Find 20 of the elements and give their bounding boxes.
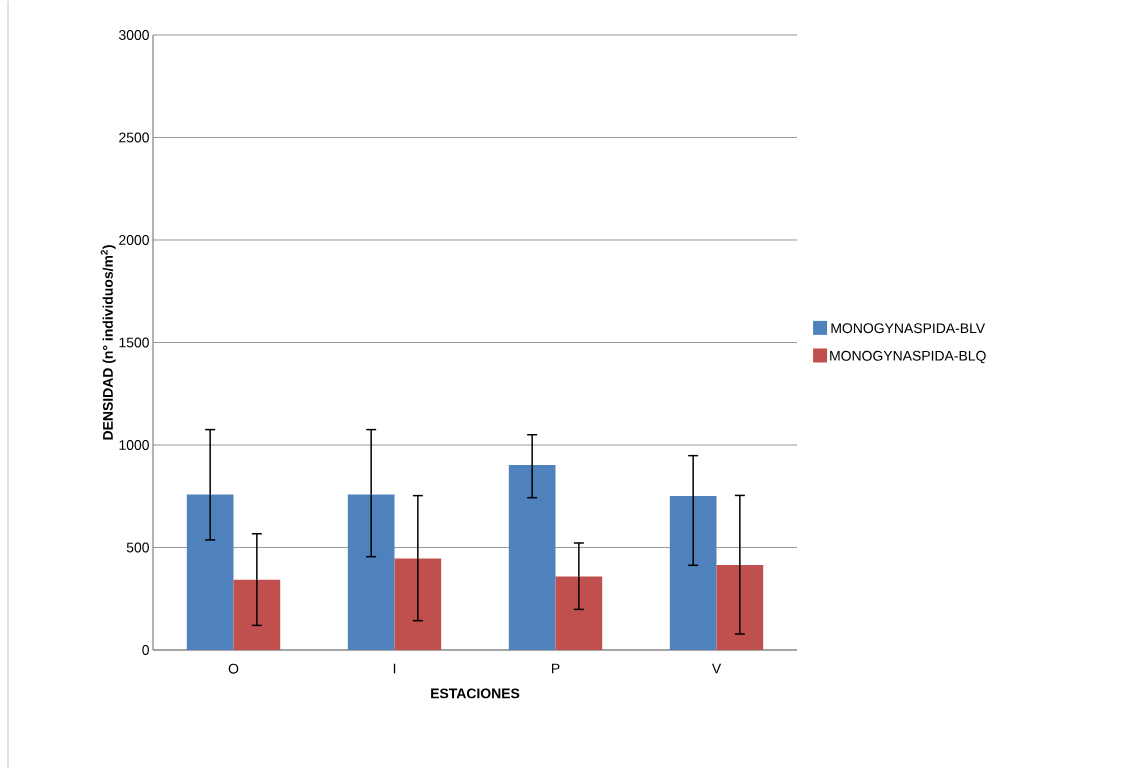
y-tick-label: 0 [142,645,149,655]
y-tick-label: 1000 [119,440,149,450]
bar [186,494,234,650]
x-axis-title: ESTACIONES [431,688,520,699]
bar [555,576,603,650]
x-tick-label: I [393,663,396,674]
y-tick-label: 3000 [118,30,149,40]
legend-label: MONOGYNASPIDA-BLV [831,323,986,334]
y-tick-label: 500 [126,542,149,553]
legend-label: MONOGYNASPIDA-BLQ [830,350,986,364]
y-tick-label: 1500 [119,337,149,348]
bar [508,465,556,650]
x-tick-label: P [552,663,560,674]
y-tick-label: 2000 [119,235,149,245]
x-tick-label: V [711,663,722,674]
y-axis-title: DENSIDAD (n° individuos/m$^{2}$) [100,245,116,440]
bar [669,496,717,650]
y-tick-label: 2500 [119,132,149,143]
bar [347,494,395,650]
x-tick-label: O [228,663,239,674]
